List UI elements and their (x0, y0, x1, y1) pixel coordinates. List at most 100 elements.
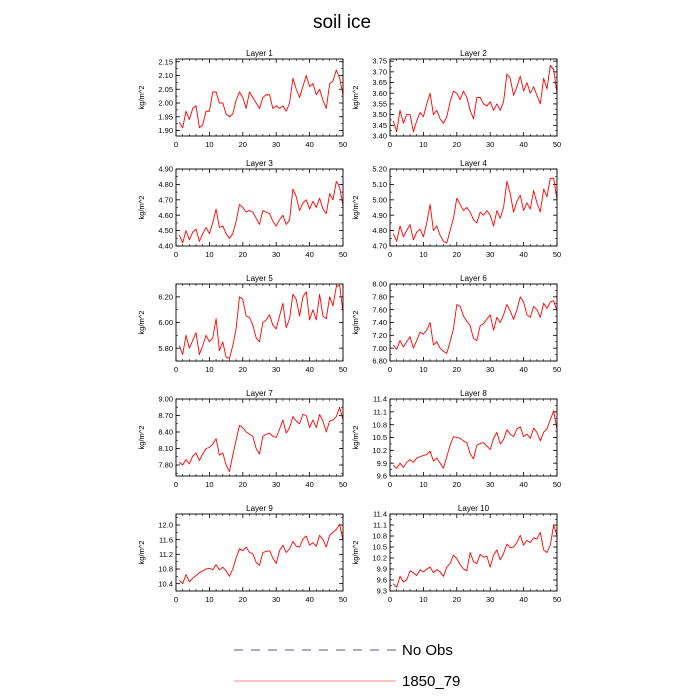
panel-title: Layer 4 (460, 159, 487, 168)
y-tick-label: 11.6 (159, 535, 173, 544)
panel-title: Layer 10 (458, 504, 490, 513)
y-tick-label: 7.40 (372, 318, 387, 327)
x-tick-label: 10 (205, 595, 213, 604)
y-tick-label: 10.8 (158, 565, 173, 574)
y-tick-label: 6.00 (158, 318, 173, 327)
y-tick-label: 3.65 (372, 78, 387, 87)
y-tick-label: 11.1 (373, 521, 387, 530)
y-tick-label: 10.5 (372, 543, 387, 552)
y-axis-label: kg/m^2 (137, 196, 146, 220)
y-tick-label: 5.00 (372, 195, 387, 204)
x-tick-label: 30 (272, 140, 280, 149)
y-tick-label: 9.9 (377, 459, 387, 468)
series-line (178, 180, 344, 244)
x-tick-label: 40 (305, 595, 313, 604)
y-tick-label: 9.9 (377, 565, 387, 574)
x-tick-label: 20 (239, 140, 247, 149)
y-tick-label: 3.60 (372, 89, 387, 98)
y-axis-label: kg/m^2 (137, 426, 146, 450)
x-tick-label: 50 (339, 140, 347, 149)
x-tick-label: 10 (205, 365, 213, 374)
x-tick-label: 0 (388, 480, 392, 489)
panel-title: Layer 7 (246, 389, 273, 398)
y-tick-label: 3.70 (372, 67, 387, 76)
y-tick-label: 4.60 (158, 211, 173, 220)
plot-frame (175, 168, 344, 247)
panel-layer-10: Layer 10 kg/m^2 0 10 20 30 40 50 9.3 9.6 9.9 10.2 10… (351, 504, 561, 604)
x-tick-label: 10 (205, 140, 213, 149)
plot-frame (389, 58, 558, 137)
x-tick-label: 0 (388, 140, 392, 149)
x-tick-label: 50 (553, 250, 561, 259)
plot-frame (175, 513, 344, 592)
x-tick-label: 30 (272, 595, 280, 604)
y-axis-label: kg/m^2 (351, 426, 360, 450)
y-tick-label: 1.90 (158, 126, 173, 135)
y-tick-label: 4.80 (158, 180, 173, 189)
x-tick-label: 40 (305, 365, 313, 374)
plot-frame (175, 58, 344, 137)
legend: No Obs 1850_79 (234, 642, 460, 690)
plot-frame (175, 283, 344, 362)
plot-frame (389, 283, 558, 362)
y-tick-label: 7.20 (372, 331, 387, 340)
y-tick-label: 6.20 (158, 292, 173, 301)
x-tick-label: 30 (486, 480, 494, 489)
y-tick-label: 10.8 (372, 420, 387, 429)
x-tick-label: 50 (339, 365, 347, 374)
x-tick-label: 50 (553, 595, 561, 604)
y-tick-label: 2.00 (158, 99, 173, 108)
x-tick-label: 30 (486, 250, 494, 259)
y-tick-label: 10.2 (372, 446, 387, 455)
x-tick-label: 0 (174, 250, 178, 259)
plot-frame (389, 168, 558, 247)
panel-layer-8: Layer 8 kg/m^2 0 10 20 30 40 50 9.6 9.9 10.2 10.5 10… (351, 389, 561, 489)
y-axis-label: kg/m^2 (137, 311, 146, 335)
panel-title: Layer 5 (246, 274, 273, 283)
y-tick-label: 7.60 (372, 305, 387, 314)
x-tick-label: 40 (519, 480, 527, 489)
x-tick-label: 20 (453, 595, 461, 604)
y-tick-label: 3.50 (372, 110, 387, 119)
y-axis-label: kg/m^2 (351, 311, 360, 335)
x-tick-label: 30 (486, 595, 494, 604)
y-tick-label: 10.8 (372, 532, 387, 541)
y-tick-label: 4.90 (158, 165, 173, 174)
y-tick-label: 3.40 (372, 132, 387, 141)
panel-title: Layer 9 (246, 504, 273, 513)
x-tick-label: 40 (305, 140, 313, 149)
y-tick-label: 10.4 (158, 579, 173, 588)
y-tick-label: 9.00 (158, 395, 173, 404)
x-tick-label: 30 (272, 250, 280, 259)
y-tick-label: 4.80 (372, 226, 387, 235)
x-tick-label: 50 (339, 595, 347, 604)
panel-layer-6: Layer 6 kg/m^2 0 10 20 30 40 50 6.80 7.00 7.20 7.40… (351, 274, 561, 374)
x-tick-label: 40 (519, 365, 527, 374)
panel-layer-5: Layer 5 kg/m^2 0 10 20 30 40 50 5.80 6.00 6.20 (137, 274, 347, 374)
y-tick-label: 7.80 (158, 461, 173, 470)
panel-layer-7: Layer 7 kg/m^2 0 10 20 30 40 50 7.80 8.10 8.40 8.70… (137, 389, 347, 489)
series-line (392, 177, 558, 244)
y-axis-label: kg/m^2 (137, 541, 146, 565)
y-tick-label: 12.0 (158, 521, 173, 530)
x-tick-label: 30 (272, 365, 280, 374)
plot-frame (389, 398, 558, 477)
y-tick-label: 6.80 (372, 357, 387, 366)
x-tick-label: 10 (419, 595, 427, 604)
x-tick-label: 20 (453, 365, 461, 374)
panel-layer-9: Layer 9 kg/m^2 0 10 20 30 40 50 10.4 10.8 11.2 11.6… (137, 504, 347, 604)
y-tick-label: 8.10 (158, 444, 173, 453)
series-line (393, 524, 558, 588)
x-tick-label: 20 (239, 365, 247, 374)
y-tick-label: 1.95 (158, 112, 173, 121)
y-tick-label: 11.1 (373, 407, 387, 416)
series-line (178, 284, 344, 359)
panel-layer-4: Layer 4 kg/m^2 0 10 20 30 40 50 4.70 4.80 4.90 5.00… (351, 159, 561, 259)
y-tick-label: 7.80 (372, 292, 387, 301)
x-tick-label: 40 (305, 250, 313, 259)
x-tick-label: 40 (305, 480, 313, 489)
y-tick-label: 4.40 (158, 242, 173, 251)
y-tick-label: 4.90 (372, 211, 387, 220)
y-tick-label: 3.55 (372, 100, 387, 109)
x-tick-label: 40 (519, 595, 527, 604)
